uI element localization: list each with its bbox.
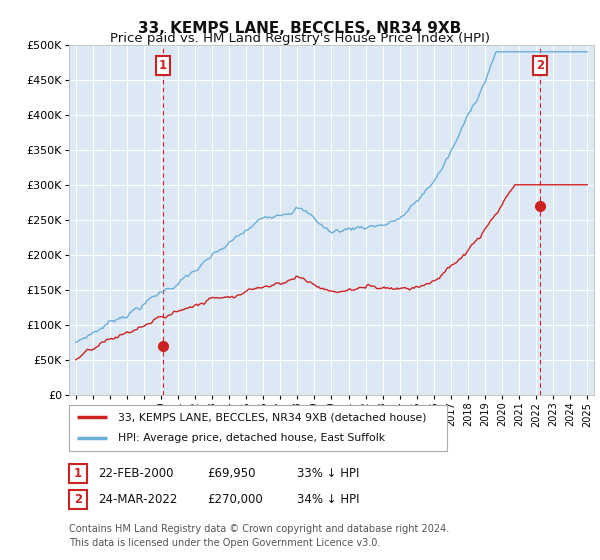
- Text: 33% ↓ HPI: 33% ↓ HPI: [297, 466, 359, 480]
- Text: Price paid vs. HM Land Registry's House Price Index (HPI): Price paid vs. HM Land Registry's House …: [110, 32, 490, 45]
- Text: £270,000: £270,000: [207, 493, 263, 506]
- Text: Contains HM Land Registry data © Crown copyright and database right 2024.
This d: Contains HM Land Registry data © Crown c…: [69, 525, 449, 548]
- Text: 24-MAR-2022: 24-MAR-2022: [98, 493, 177, 506]
- Text: HPI: Average price, detached house, East Suffolk: HPI: Average price, detached house, East…: [118, 433, 385, 444]
- Text: 33, KEMPS LANE, BECCLES, NR34 9XB (detached house): 33, KEMPS LANE, BECCLES, NR34 9XB (detac…: [118, 412, 427, 422]
- Text: 22-FEB-2000: 22-FEB-2000: [98, 466, 173, 480]
- Text: 2: 2: [74, 493, 82, 506]
- Text: 34% ↓ HPI: 34% ↓ HPI: [297, 493, 359, 506]
- Text: 1: 1: [159, 59, 167, 72]
- Text: 33, KEMPS LANE, BECCLES, NR34 9XB: 33, KEMPS LANE, BECCLES, NR34 9XB: [139, 21, 461, 36]
- Text: £69,950: £69,950: [207, 466, 256, 480]
- Text: 1: 1: [74, 466, 82, 480]
- Text: 2: 2: [536, 59, 544, 72]
